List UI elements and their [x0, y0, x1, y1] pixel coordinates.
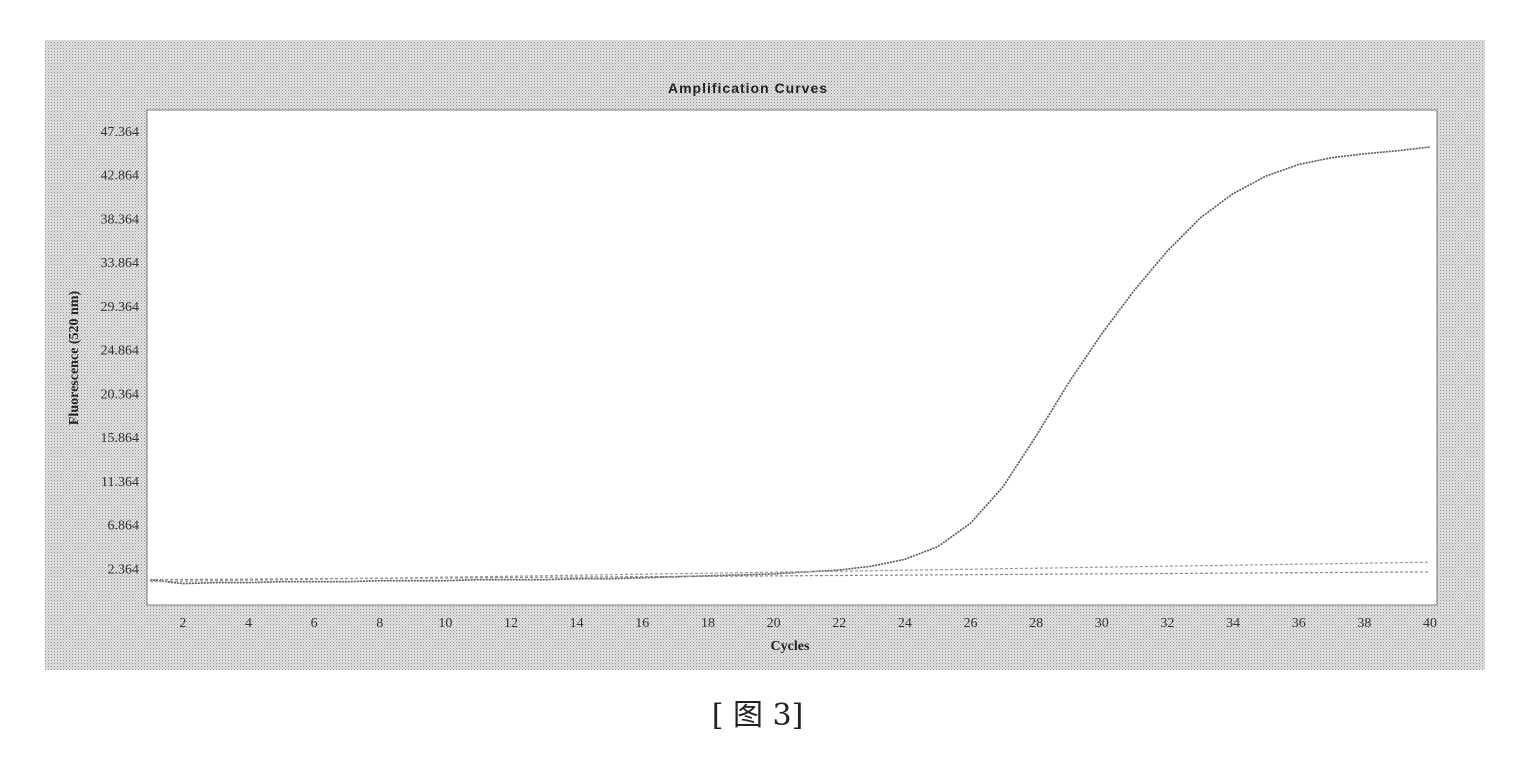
x-tick-label: 14 — [570, 616, 584, 631]
y-tick-label: 15.864 — [101, 431, 140, 446]
figure-caption: [ 图 3] — [0, 690, 1515, 734]
y-tick-label: 24.864 — [101, 344, 140, 359]
y-tick-label: 33.864 — [101, 256, 140, 271]
y-tick-label: 38.364 — [101, 212, 140, 227]
y-tick-label: 42.864 — [101, 169, 140, 184]
y-tick-label: 11.364 — [101, 475, 139, 490]
y-tick-label: 20.364 — [101, 387, 140, 402]
x-tick-label: 20 — [767, 616, 781, 631]
y-tick-label: 6.864 — [108, 519, 140, 534]
x-tick-label: 24 — [898, 616, 912, 631]
x-tick-label: 6 — [311, 616, 318, 631]
x-tick-label: 28 — [1029, 616, 1043, 631]
plot-area — [147, 110, 1437, 605]
y-tick-label: 2.364 — [108, 562, 140, 577]
x-tick-label: 10 — [438, 616, 452, 631]
x-tick-label: 30 — [1095, 616, 1109, 631]
x-tick-label: 4 — [245, 616, 252, 631]
x-tick-label: 22 — [832, 616, 846, 631]
x-tick-label: 32 — [1160, 616, 1174, 631]
y-axis-label: Fluorescence (520 nm) — [67, 291, 82, 426]
x-tick-label: 18 — [701, 616, 715, 631]
x-tick-label: 40 — [1423, 616, 1437, 631]
y-tick-label: 47.364 — [101, 125, 140, 140]
x-tick-label: 34 — [1226, 616, 1240, 631]
x-tick-label: 16 — [635, 616, 649, 631]
x-tick-label: 2 — [179, 616, 186, 631]
x-tick-label: 38 — [1357, 616, 1371, 631]
x-tick-label: 36 — [1292, 616, 1306, 631]
x-tick-label: 8 — [376, 616, 383, 631]
y-tick-label: 29.364 — [101, 300, 140, 315]
x-tick-label: 26 — [964, 616, 978, 631]
x-tick-label: 12 — [504, 616, 518, 631]
x-axis-label: Cycles — [771, 639, 810, 654]
chart-title: Amplification Curves — [668, 80, 828, 96]
